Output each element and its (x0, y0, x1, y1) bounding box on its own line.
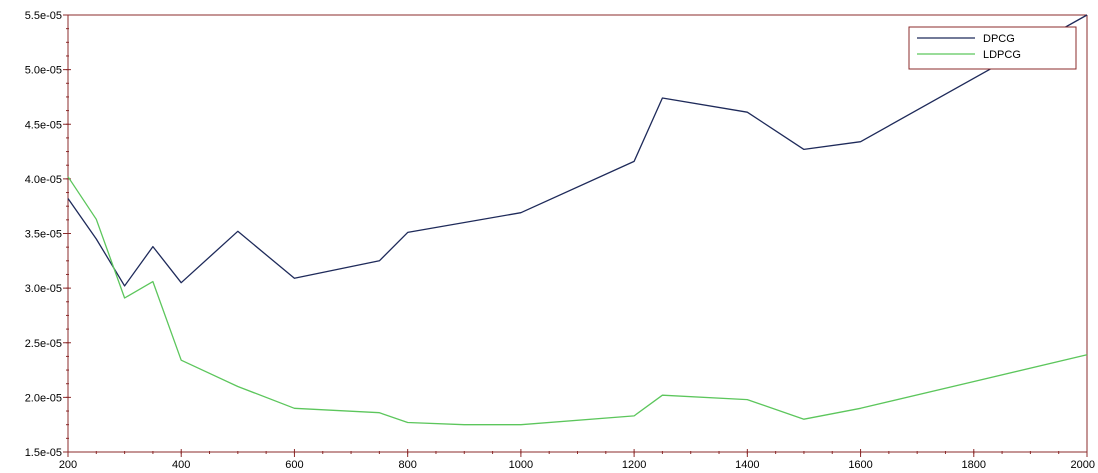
x-tick-label: 1200 (622, 459, 646, 471)
y-tick-label: 5.5e-05 (25, 10, 62, 22)
series-line-ldpcg (67, 176, 1088, 426)
series-line-dpcg (67, 14, 1088, 287)
plot-area (68, 15, 1087, 452)
y-tick-label: 5.0e-05 (25, 65, 62, 77)
y-tick-label: 4.0e-05 (25, 174, 62, 186)
y-tick-label: 4.5e-05 (25, 119, 62, 131)
x-tick-label: 2000 (1071, 459, 1095, 471)
y-tick-label: 1.5e-05 (25, 447, 62, 459)
x-tick-label: 200 (59, 459, 77, 471)
x-tick-label: 1400 (735, 459, 759, 471)
legend: DPCG LDPCG (908, 26, 1077, 70)
y-tick-label: 2.0e-05 (25, 392, 62, 404)
x-tick-label: 800 (398, 459, 416, 471)
series-layer (67, 14, 1088, 426)
y-tick-label: 3.5e-05 (25, 229, 62, 241)
legend-box (908, 26, 1077, 70)
legend-label-ldpcg: LDPCG (983, 49, 1021, 61)
y-tick-label: 2.5e-05 (25, 338, 62, 350)
y-tick-label: 3.0e-05 (25, 283, 62, 295)
x-tick-label: 600 (285, 459, 303, 471)
legend-label-dpcg: DPCG (983, 33, 1015, 45)
x-tick-label: 1800 (962, 459, 986, 471)
axes: 1.5e-05 2.0e-05 2.5e-05 3.0e-05 3.5e-05 4.0e-… (25, 10, 1095, 471)
x-tick-label: 400 (172, 459, 190, 471)
x-tick-label: 1000 (509, 459, 533, 471)
x-tick-label: 1600 (848, 459, 872, 471)
